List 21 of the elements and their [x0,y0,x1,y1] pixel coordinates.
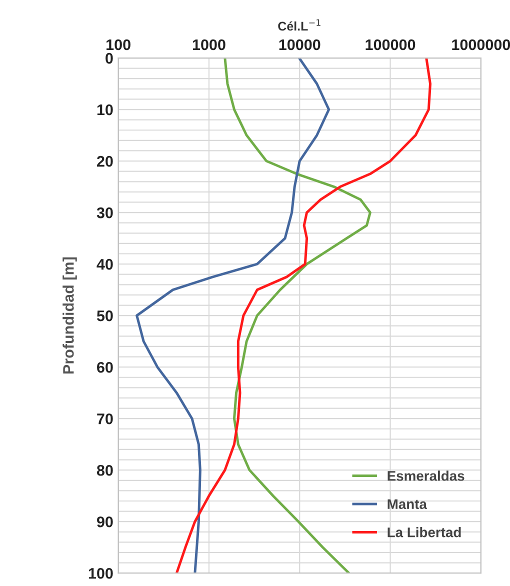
y-tick-label: 60 [97,362,113,373]
y-tick-label: 40 [96,258,113,270]
y-tick-label: 70 [97,413,113,424]
x-tick-label: 100 [106,39,130,50]
y-tick-label: 100 [88,568,113,579]
y-tick-label: 0 [106,52,113,64]
x-tick-label: 1000000 [452,39,510,50]
x-tick-label: 1000 [192,39,226,50]
y-tick-label: 10 [97,104,113,116]
x-tick-label: 10000 [279,39,320,50]
x-axis-title: Cél.L$^{−1}$ [278,19,320,31]
legend-label: La Libertad [388,527,461,538]
y-axis-title: Profundidad [m] [62,257,77,374]
y-tick-label: 30 [96,207,113,218]
y-tick-label: 90 [96,516,113,528]
legend-label: Manta [388,499,428,510]
y-tick-label: 20 [96,156,113,167]
y-tick-label: 50 [96,310,113,322]
legend-label: Esmeraldas [388,470,464,481]
x-tick-label: 100000 [366,39,416,50]
y-tick-label: 80 [96,464,113,476]
